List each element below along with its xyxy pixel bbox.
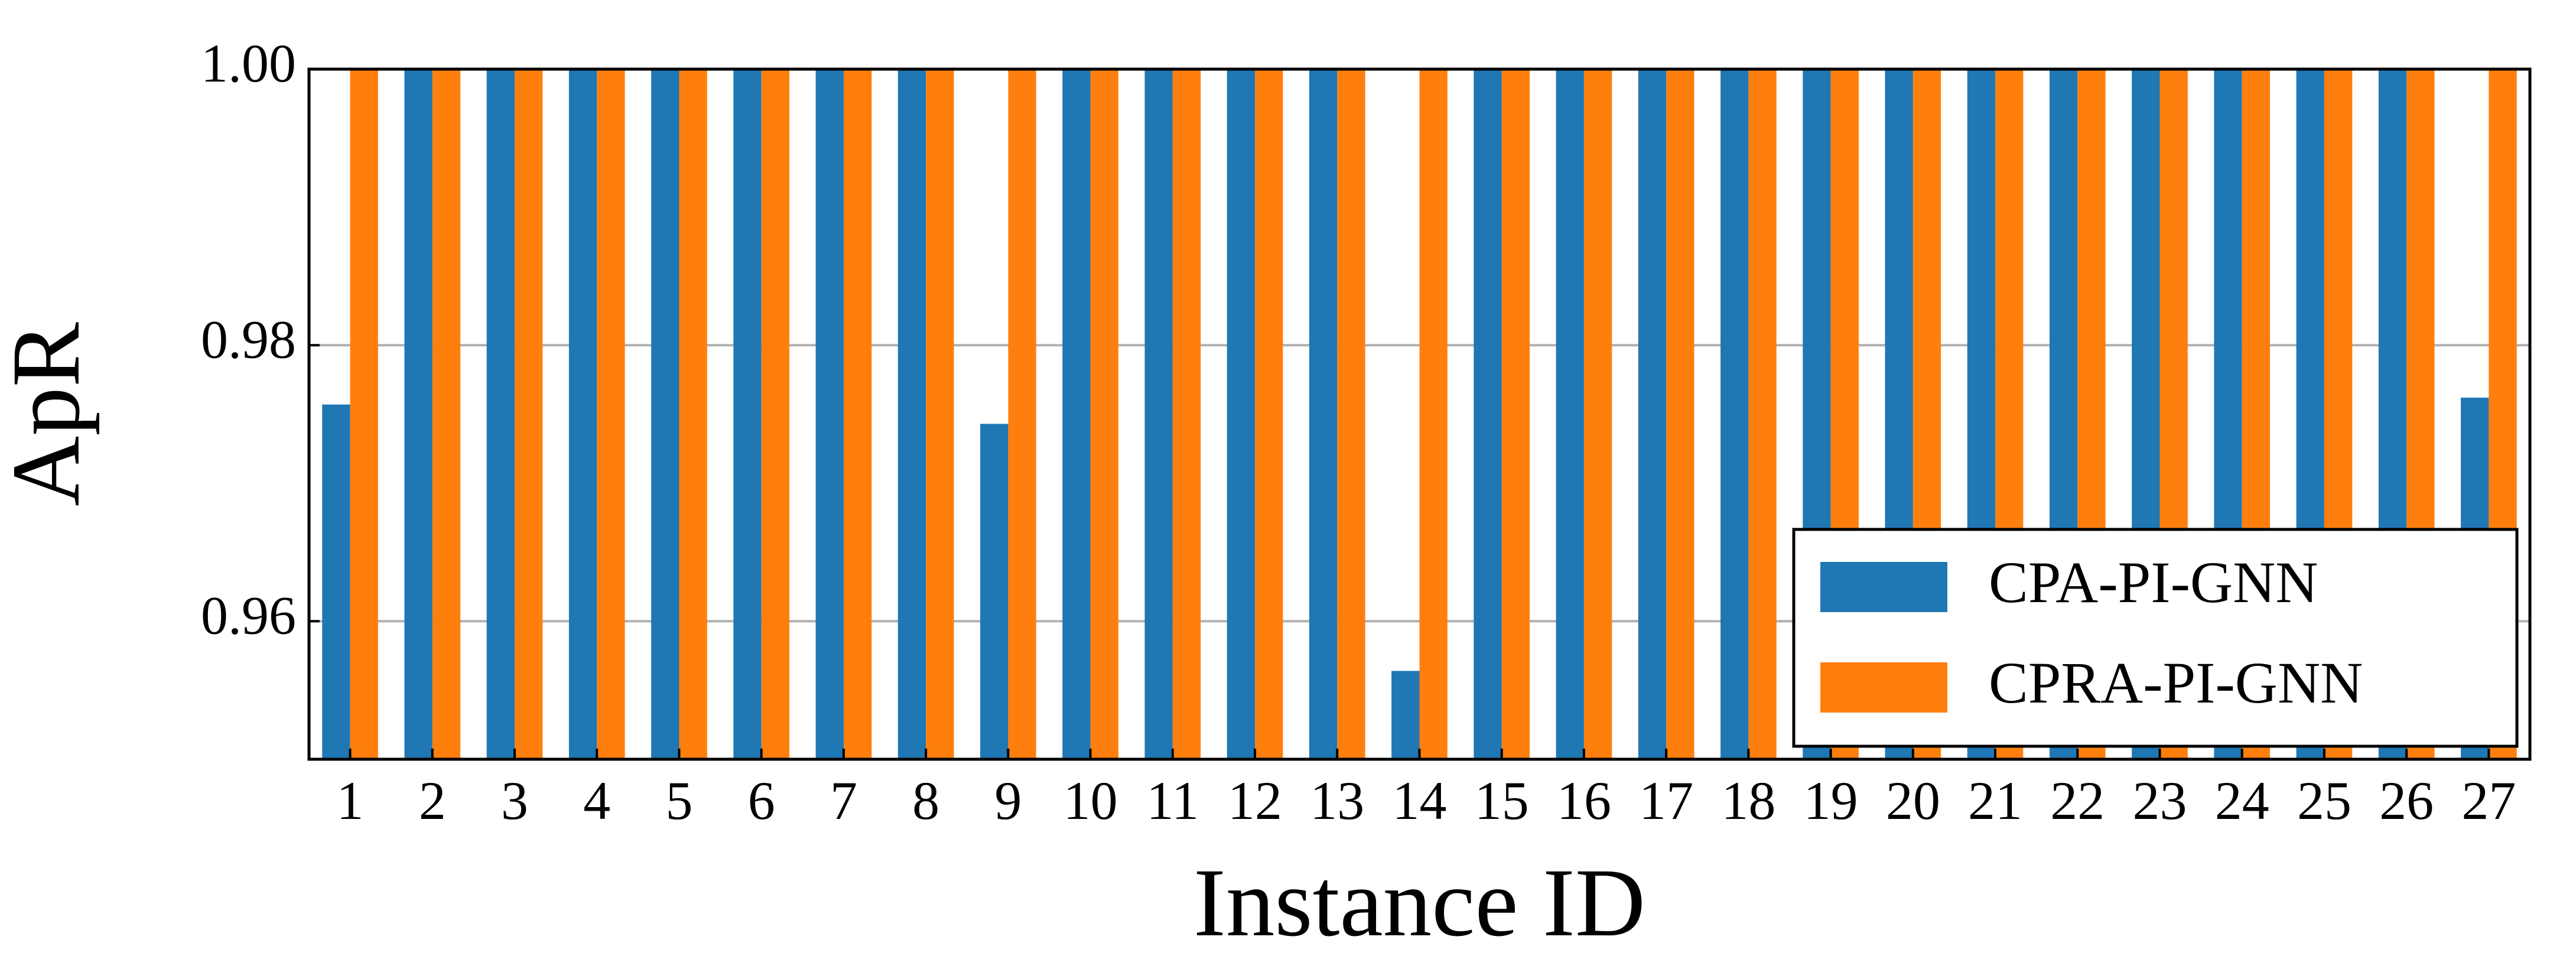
- bar: [568, 69, 597, 759]
- y-tick-label: 0.98: [201, 309, 296, 369]
- bar: [322, 404, 350, 759]
- bar: [1666, 69, 1694, 759]
- x-tick-label: 12: [1228, 770, 1282, 831]
- x-tick-label: 24: [2215, 770, 2269, 831]
- x-tick-label: 10: [1063, 770, 1118, 831]
- bar: [432, 69, 461, 759]
- x-tick-label: 14: [1393, 770, 1447, 831]
- bar: [843, 69, 872, 759]
- x-tick-label: 27: [2461, 770, 2516, 831]
- bar: [733, 69, 762, 759]
- x-tick-label: 9: [994, 770, 1022, 831]
- bar: [897, 69, 926, 759]
- x-tick-label: 4: [583, 770, 610, 831]
- bar: [1419, 69, 1448, 759]
- x-tick-label: 6: [748, 770, 775, 831]
- x-tick-label: 22: [2050, 770, 2105, 831]
- x-tick-label: 13: [1310, 770, 1364, 831]
- bar: [1090, 69, 1118, 759]
- x-tick-label: 17: [1639, 770, 1693, 831]
- x-tick-label: 5: [666, 770, 693, 831]
- x-tick-label: 15: [1475, 770, 1529, 831]
- bar: [1008, 69, 1036, 759]
- bar: [980, 424, 1009, 759]
- bar: [1720, 69, 1749, 759]
- bar: [1391, 671, 1420, 759]
- bar: [515, 69, 543, 759]
- legend-label: CPRA-PI-GNN: [1989, 650, 2363, 716]
- x-tick-label: 18: [1721, 770, 1775, 831]
- bar: [651, 69, 679, 759]
- y-axis-label: ApR: [0, 322, 100, 506]
- x-tick-label: 1: [337, 770, 364, 831]
- bar: [1638, 69, 1667, 759]
- bar: [815, 69, 844, 759]
- x-tick-label: 16: [1557, 770, 1611, 831]
- bar: [679, 69, 707, 759]
- bar: [1144, 69, 1173, 759]
- legend-label: CPA-PI-GNN: [1989, 549, 2318, 615]
- bar: [1337, 69, 1365, 759]
- y-tick-label: 1.00: [201, 33, 296, 93]
- bar: [1556, 69, 1584, 759]
- bar: [404, 69, 432, 759]
- x-tick-label: 25: [2297, 770, 2351, 831]
- bar: [1309, 69, 1338, 759]
- x-tick-label: 8: [912, 770, 939, 831]
- bar: [926, 69, 954, 759]
- x-tick-label: 19: [1804, 770, 1858, 831]
- bar: [1474, 69, 1502, 759]
- x-tick-label: 11: [1147, 770, 1199, 831]
- bar: [1583, 69, 1612, 759]
- bar: [597, 69, 625, 759]
- bar: [1501, 69, 1530, 759]
- bar: [486, 69, 515, 759]
- bar: [1255, 69, 1283, 759]
- bar: [350, 69, 378, 759]
- y-tick-label: 0.96: [201, 586, 296, 646]
- x-tick-label: 21: [1968, 770, 2022, 831]
- bar: [1172, 69, 1201, 759]
- x-tick-label: 3: [501, 770, 528, 831]
- x-tick-label: 2: [419, 770, 446, 831]
- bar: [1062, 69, 1091, 759]
- x-tick-label: 7: [830, 770, 857, 831]
- x-tick-label: 26: [2379, 770, 2434, 831]
- bar: [1227, 69, 1256, 759]
- legend-swatch: [1820, 662, 1947, 713]
- x-axis-label: Instance ID: [1193, 848, 1645, 957]
- bar: [1748, 69, 1777, 759]
- legend-swatch: [1820, 562, 1947, 612]
- x-tick-label: 23: [2133, 770, 2187, 831]
- plot-frame: [307, 67, 2532, 761]
- x-tick-label: 20: [1886, 770, 1940, 831]
- bar: [761, 69, 790, 759]
